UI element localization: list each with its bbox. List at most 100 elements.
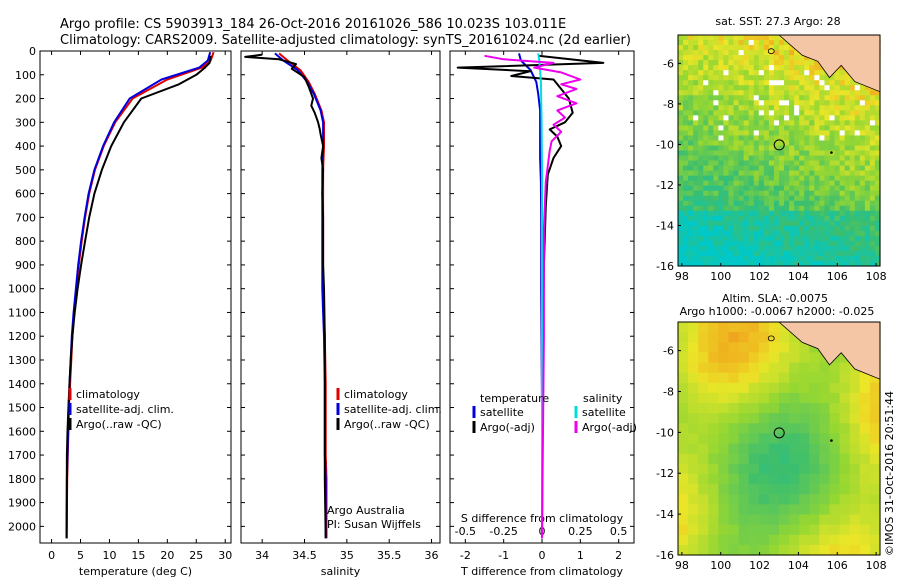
sst-cell: [728, 185, 735, 192]
sst-cell: [688, 260, 694, 267]
sst-cell: [753, 240, 760, 247]
sla-cell: [748, 352, 760, 364]
sst-cell: [748, 190, 755, 197]
sst-x-tick-label: 108: [866, 270, 887, 283]
sla-cell: [678, 433, 689, 445]
sst-cell: [859, 95, 866, 101]
sst-cell: [708, 165, 714, 172]
sst-cell: [753, 120, 760, 126]
sst-cell: [773, 215, 780, 222]
sla-cell: [809, 504, 820, 516]
sst-cell: [763, 120, 770, 126]
sst-cell: [753, 55, 760, 61]
sst-cell: [773, 125, 780, 132]
sla-cell: [748, 534, 760, 546]
sst-cell: [748, 160, 755, 167]
sla-cell: [728, 332, 740, 343]
sst-cell: [779, 220, 785, 227]
sst-cell: [773, 50, 780, 56]
sst-cell: [794, 240, 800, 247]
sst-cell: [834, 200, 841, 207]
sst-cell: [743, 240, 750, 247]
sst-cell: [789, 80, 795, 86]
sst-cell: [718, 190, 725, 197]
sst-cell: [768, 155, 775, 162]
sst-cell: [854, 190, 861, 197]
sst-cell: [779, 200, 785, 207]
sst-cell: [874, 235, 881, 242]
sst-cell: [829, 175, 836, 182]
sla-cell: [819, 433, 831, 445]
sla-cell: [768, 413, 780, 424]
sla-cell: [738, 352, 750, 364]
sst-cell: [854, 245, 861, 252]
sst-cell: [738, 250, 745, 257]
sst-cell: [748, 225, 755, 232]
sst-cell: [784, 70, 790, 76]
sst-cell: [819, 160, 826, 167]
sst-cell: [869, 155, 876, 162]
sst-cell: [753, 90, 760, 96]
sst-cell: [678, 120, 684, 126]
sst-cell: [839, 240, 846, 247]
sla-cell: [708, 352, 719, 364]
sst-cell: [849, 80, 856, 86]
sst-cell: [789, 65, 795, 71]
sst-x-tick-label: 102: [749, 270, 770, 283]
sst-cell: [678, 165, 684, 172]
sst-cell: [844, 155, 851, 162]
sst-cell: [733, 95, 740, 101]
sst-cell: [768, 240, 775, 247]
sst-cell: [728, 170, 735, 177]
sst-cell: [779, 110, 785, 116]
sst-cell: [698, 225, 704, 232]
sst-cell: [849, 240, 856, 247]
sst-cell: [849, 95, 856, 101]
sst-cell: [794, 110, 800, 116]
sst-cell: [678, 115, 684, 121]
sst-cell: [683, 230, 689, 237]
sst-cell: [763, 185, 770, 192]
sst-cell: [864, 100, 871, 106]
sst-cell: [819, 170, 826, 177]
sst-cell: [834, 170, 841, 177]
sst-cell: [844, 85, 851, 91]
sst-cell: [753, 210, 760, 217]
sla-island: [767, 335, 775, 342]
sst-cell: [809, 235, 815, 242]
sst-cell: [864, 125, 871, 132]
sst-cell: [814, 155, 820, 162]
sst-cell: [773, 220, 780, 227]
sst-cell: [819, 230, 826, 237]
sst-cell: [733, 105, 740, 111]
sst-cell: [869, 245, 876, 252]
sst-cell: [859, 140, 866, 147]
sst-cell: [688, 40, 694, 46]
temperature-x-tick-label: 10: [102, 549, 116, 562]
sst-cell: [708, 220, 714, 227]
sst-cell: [763, 210, 770, 217]
sst-cell: [834, 205, 841, 212]
sst-cell: [844, 190, 851, 197]
sst-cell: [723, 190, 730, 197]
sst-cell: [824, 105, 831, 111]
sst-cell: [824, 235, 831, 242]
sla-cell: [849, 423, 861, 435]
sst-cell: [693, 170, 699, 177]
sst-cell: [839, 115, 846, 121]
sst-cell: [789, 180, 795, 187]
sst-cell: [839, 120, 846, 126]
sst-cell: [824, 255, 831, 262]
sla-cell: [758, 494, 770, 505]
sst-cell: [784, 240, 790, 247]
sst-cell: [804, 110, 810, 116]
sst-cell: [849, 100, 856, 106]
sst-cell: [743, 170, 750, 177]
sst-cell: [683, 120, 689, 126]
sst-cell: [703, 185, 709, 192]
sst-cell: [753, 100, 760, 106]
sst-cell: [844, 90, 851, 96]
sst-cell: [773, 40, 780, 46]
sla-cell: [708, 484, 719, 495]
sst-cell: [703, 160, 709, 167]
